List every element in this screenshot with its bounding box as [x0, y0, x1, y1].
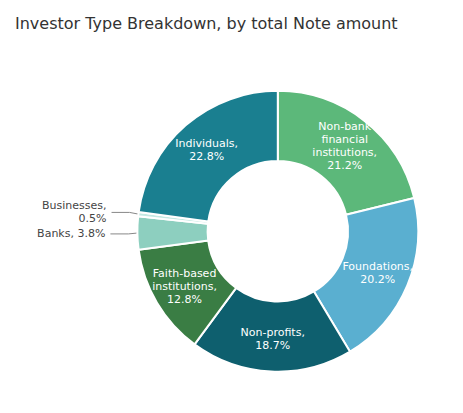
svg-text:institutions,: institutions, — [312, 146, 377, 159]
svg-text:21.2%: 21.2% — [327, 159, 362, 172]
svg-text:institutions,: institutions, — [152, 280, 217, 293]
svg-text:financial: financial — [321, 133, 368, 146]
svg-text:18.7%: 18.7% — [255, 339, 290, 352]
svg-text:Foundations,: Foundations, — [342, 260, 413, 273]
svg-text:Businesses,: Businesses, — [42, 199, 107, 212]
svg-text:20.2%: 20.2% — [360, 273, 395, 286]
svg-text:12.8%: 12.8% — [167, 293, 202, 306]
svg-text:Investor Type Breakdown, by to: Investor Type Breakdown, by total Note a… — [15, 14, 398, 33]
svg-text:0.5%: 0.5% — [79, 212, 107, 225]
svg-text:Non-bank: Non-bank — [318, 120, 372, 133]
svg-text:Faith-based: Faith-based — [153, 267, 217, 280]
svg-text:22.8%: 22.8% — [189, 150, 224, 163]
svg-text:Banks, 3.8%: Banks, 3.8% — [37, 227, 105, 240]
svg-text:Non-profits,: Non-profits, — [241, 326, 305, 339]
svg-text:Individuals,: Individuals, — [175, 137, 238, 150]
